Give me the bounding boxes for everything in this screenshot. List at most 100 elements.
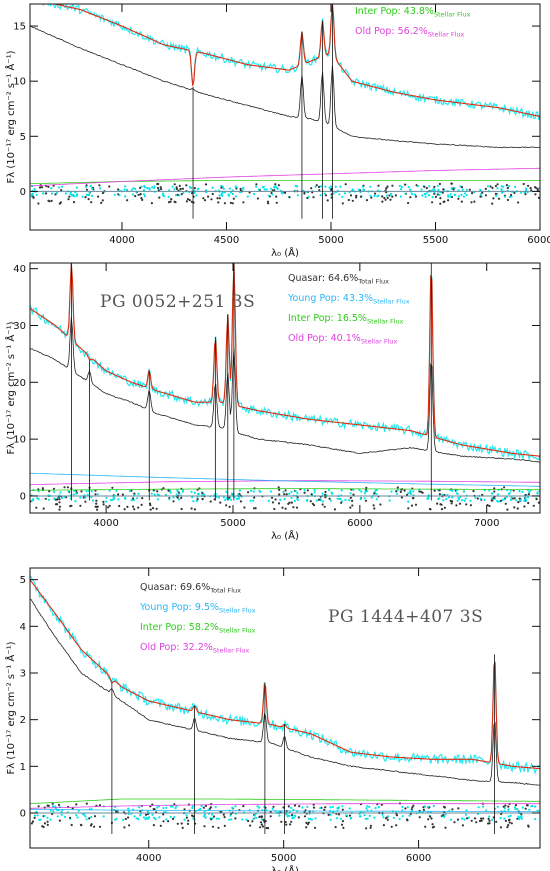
residual-point-young [165, 818, 168, 821]
residual-point-young [443, 815, 446, 818]
residual-point [93, 815, 97, 818]
residual-point [141, 497, 144, 500]
residual-point [489, 185, 492, 188]
residual-point-young [336, 497, 339, 500]
residual-point [202, 806, 205, 809]
residual-point [349, 496, 352, 499]
plot-area [30, 575, 540, 834]
residual-point-young [442, 499, 445, 502]
residual-point-young [121, 818, 125, 822]
residual-point-young [214, 805, 217, 809]
residual-point-young [190, 490, 193, 493]
residual-point-young [296, 491, 299, 495]
plot-area [30, 4, 540, 219]
residual-point [58, 819, 62, 822]
residual-point-young [407, 492, 410, 495]
residual-point [209, 500, 212, 503]
residual-point [69, 505, 72, 508]
residual-point-young [444, 813, 447, 816]
series-old-pop [30, 803, 540, 809]
residual-point-young [363, 492, 367, 495]
residual-point [274, 183, 277, 186]
residual-point-young [252, 490, 255, 493]
residual-point-young [313, 491, 316, 494]
residual-point [180, 496, 183, 500]
residual-point-young [407, 185, 410, 189]
residual-point-young [235, 497, 238, 500]
residual-point [439, 197, 442, 200]
residual-point-young [358, 815, 361, 818]
residual-point-young [75, 194, 78, 197]
residual-point-young [72, 493, 75, 496]
residual-point-young [92, 499, 95, 502]
residual-point-young [345, 814, 348, 817]
residual-point-young [175, 493, 178, 496]
residual-point-young [310, 818, 313, 821]
residual-point-young [69, 193, 72, 196]
residual-point-young [490, 492, 493, 495]
residual-point [321, 503, 324, 506]
y-axis-label: Fλ (10⁻¹⁷ erg cm⁻² s⁻¹ Å⁻¹) [4, 641, 17, 774]
residual-point-young [521, 490, 524, 493]
residual-point [190, 200, 193, 203]
residual-point-young [269, 490, 272, 493]
residual-point-young [75, 193, 79, 196]
residual-point [247, 819, 250, 823]
residual-point [418, 490, 421, 493]
residual-point [139, 193, 142, 196]
residual-point-young [123, 188, 126, 191]
residual-point [160, 188, 163, 191]
residual-point [46, 823, 49, 827]
residual-point-young [410, 492, 413, 495]
residual-point [281, 506, 284, 509]
residual-point-young [204, 816, 207, 819]
residual-point [312, 196, 315, 199]
residual-point [234, 817, 237, 820]
residual-point [478, 819, 482, 823]
x-tick-label: 5000 [318, 235, 343, 246]
residual-point [90, 201, 93, 204]
residual-point [102, 500, 105, 503]
residual-point [355, 196, 358, 199]
residual-point [159, 824, 162, 827]
residual-point-young [130, 188, 133, 191]
residual-point [242, 201, 245, 204]
residual-point [149, 508, 152, 511]
residual-point-young [274, 185, 277, 188]
residual-point [141, 198, 144, 201]
y-tick-label: 3 [20, 669, 26, 680]
residual-point [328, 497, 331, 500]
residual-point-young [314, 817, 317, 820]
residual-point [203, 825, 206, 828]
residual-point [193, 508, 196, 511]
residual-point [450, 502, 453, 505]
residual-point [137, 193, 140, 196]
residual-point-young [296, 185, 299, 188]
residual-point-young [90, 496, 93, 499]
residual-point [451, 808, 454, 811]
residual-point [128, 824, 131, 827]
residual-point-young [231, 806, 234, 810]
residual-point-young [142, 193, 146, 196]
residual-point-young [288, 492, 291, 495]
residual-point [370, 196, 373, 199]
residual-point [101, 191, 105, 195]
residual-point [411, 497, 415, 500]
residual-point-young [528, 808, 531, 811]
residual-point-young [132, 187, 135, 190]
residual-point [352, 493, 355, 496]
legend-entry: Inter Pop: 58.2%Stellar Flux [140, 622, 256, 635]
residual-point [324, 194, 328, 197]
residual-point [436, 502, 439, 505]
residual-point-young [259, 490, 262, 493]
residual-point-young [388, 499, 391, 502]
residual-point-young [370, 496, 373, 499]
residual-point [494, 184, 497, 188]
residual-point-young [329, 806, 332, 809]
residual-point [395, 824, 398, 827]
residual-point [272, 805, 275, 808]
residual-point-young [463, 818, 466, 821]
residual-point [507, 819, 511, 822]
residual-point-young [322, 500, 325, 503]
residual-point-young [502, 185, 505, 188]
